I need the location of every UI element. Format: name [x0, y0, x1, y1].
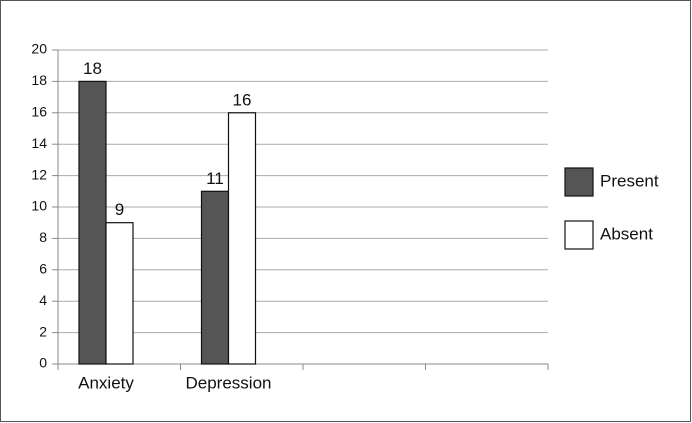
data-label: 16 [233, 90, 252, 109]
y-tick-label: 10 [31, 198, 47, 214]
legend-label: Present [600, 171, 659, 190]
bar [78, 80, 107, 365]
y-tick-label: 18 [31, 72, 47, 88]
x-tick-label: Anxiety [78, 373, 134, 392]
y-tick-label: 2 [39, 323, 47, 339]
y-tick-label: 6 [39, 261, 47, 277]
y-tick-label: 12 [31, 166, 47, 182]
data-label: 9 [115, 200, 124, 219]
y-tick-label: 16 [31, 104, 47, 120]
y-tick-label: 4 [39, 292, 47, 308]
legend-label: Absent [600, 224, 653, 243]
bar [227, 112, 257, 365]
data-label: 18 [83, 59, 102, 78]
y-tick-label: 20 [31, 41, 47, 57]
legend-swatch [564, 167, 594, 197]
y-tick-label: 8 [39, 229, 47, 245]
x-tick-label: Depression [186, 373, 272, 392]
bar [105, 222, 134, 365]
data-label: 11 [206, 169, 224, 188]
y-tick-label: 14 [31, 135, 47, 151]
bar [200, 190, 230, 365]
legend-swatch [564, 220, 594, 250]
y-tick-label: 0 [39, 355, 47, 371]
